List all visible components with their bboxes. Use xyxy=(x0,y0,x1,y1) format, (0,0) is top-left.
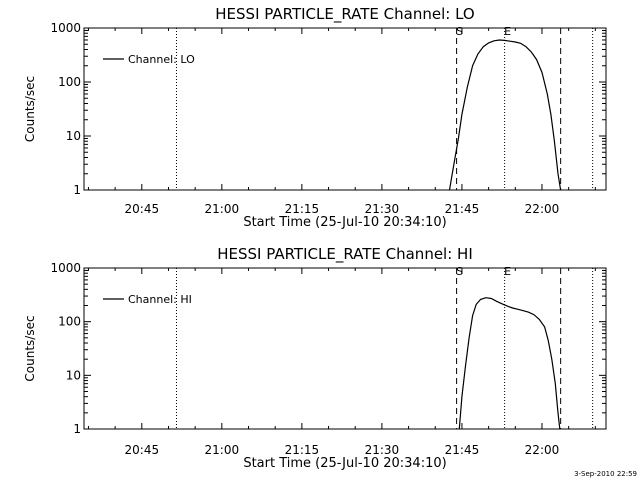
chart-1-ytick-label: 1000 xyxy=(50,21,81,35)
chart-2-ytick-label: 100 xyxy=(58,315,81,329)
chart-2-xtick-label: 22:00 xyxy=(525,443,560,457)
chart-1-title: HESSI PARTICLE_RATE Channel: LO xyxy=(215,5,474,24)
chart-2-series-1-line xyxy=(458,297,561,430)
chart-2-ylabel: Counts/sec xyxy=(23,315,37,381)
chart-2-xlabel: Start Time (25-Jul-10 20:34:10) xyxy=(243,456,446,471)
footer-date: 3-Sep-2010 22:59 xyxy=(574,470,637,478)
chart-2-ytick-label: 10 xyxy=(66,368,81,382)
chart-1-marker-e: E xyxy=(504,25,511,38)
chart-2-xtick-label: 21:00 xyxy=(205,443,240,457)
chart-1-xlabel: Start Time (25-Jul-10 20:34:10) xyxy=(243,215,446,230)
chart-1-ytick-label: 100 xyxy=(58,75,81,89)
chart-2-xtick-label: 20:45 xyxy=(125,443,160,457)
chart-2: HESSI PARTICLE_RATE Channel: HI Start Tim… xyxy=(23,245,607,471)
chart-1: HESSI PARTICLE_RATE Channel: LO Start Tim… xyxy=(23,5,607,230)
chart-2-ytick-label: 1 xyxy=(73,422,81,436)
chart-1-xtick-label: 21:45 xyxy=(445,202,480,216)
chart-2-frame xyxy=(83,267,607,430)
chart-1-xtick-label: 20:45 xyxy=(125,202,160,216)
chart-1-legend-label: Channel: LO xyxy=(128,53,195,66)
chart-1-ytick-label: 1 xyxy=(73,183,81,197)
chart-2-ytick-label: 1000 xyxy=(50,261,81,275)
chart-1-ylabel: Counts/sec xyxy=(23,76,37,142)
chart-1-series-1-line xyxy=(448,39,562,191)
chart-2-legend-label: Channel: HI xyxy=(128,293,192,306)
chart-2-title: HESSI PARTICLE_RATE Channel: HI xyxy=(217,245,473,264)
chart-1-xtick-label: 21:00 xyxy=(205,202,240,216)
chart-1-ytick-label: 10 xyxy=(66,129,81,143)
chart-2-xtick-label: 21:30 xyxy=(365,443,400,457)
chart-2-marker-e: E xyxy=(504,265,511,278)
chart-1-xtick-label: 22:00 xyxy=(525,202,560,216)
chart-2-xtick-label: 21:45 xyxy=(445,443,480,457)
chart-1-marker-s: S xyxy=(456,25,463,38)
chart-1-frame xyxy=(83,27,607,191)
chart-2-xtick-label: 21:15 xyxy=(285,443,320,457)
chart-2-marker-s: S xyxy=(456,265,463,278)
chart-1-xtick-label: 21:30 xyxy=(365,202,400,216)
chart-1-xtick-label: 21:15 xyxy=(285,202,320,216)
